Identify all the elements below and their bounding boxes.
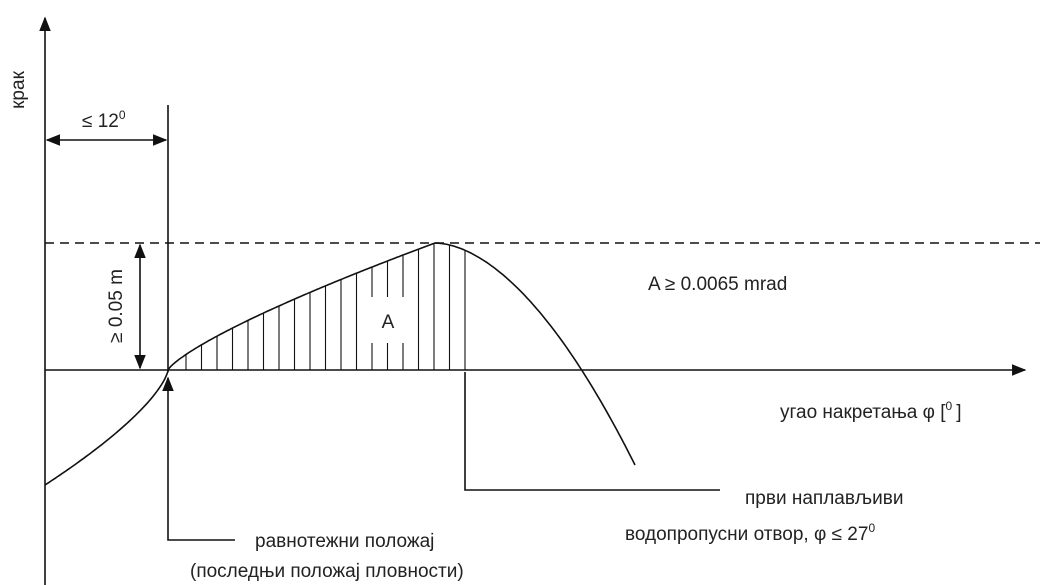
callout-line [162, 376, 235, 541]
sup: 0 [946, 399, 953, 413]
callout-text: (последњи положај пловности) [190, 561, 464, 582]
stability-curve [44, 242, 636, 486]
area-condition: A ≥ 0.0065 mrad [648, 274, 787, 295]
x-axis-label: угао накретања φ [0] [780, 399, 962, 423]
area-label: A [382, 312, 395, 333]
callout-text: први наплављиви [745, 488, 903, 509]
height-label: ≥ 0.05 m [106, 269, 127, 343]
label: угао накретања φ [ [780, 402, 946, 423]
area-hatching [185, 243, 466, 370]
callout-text: водопропусни отвор, φ ≤ 270 [625, 521, 875, 545]
callout-line [464, 372, 720, 491]
angle-label: ≤ 120 [82, 108, 126, 132]
label: ≤ 12 [82, 111, 119, 132]
label: водопропусни отвор, φ ≤ 27 [625, 524, 868, 545]
label: ] [956, 402, 961, 423]
sup: 0 [119, 108, 126, 122]
label-bg [368, 297, 408, 343]
sup: 0 [868, 521, 875, 535]
callout-text: равнотежни положај [255, 531, 434, 552]
y-axis-label: крак [8, 70, 29, 108]
